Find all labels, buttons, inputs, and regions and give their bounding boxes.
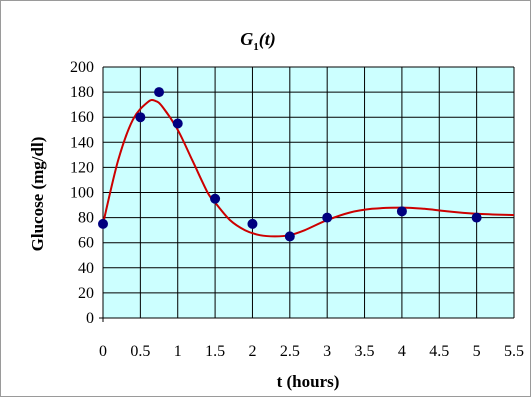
y-tick-label: 60 [78, 235, 94, 252]
x-tick-label: 2 [248, 343, 256, 360]
y-tick-label: 20 [78, 285, 94, 302]
data-point [247, 218, 258, 229]
data-point [322, 212, 333, 223]
data-point [284, 231, 295, 242]
y-tick-label: 40 [78, 260, 94, 277]
chart-title-main: G [240, 29, 253, 49]
y-axis-title: Glucose (mg/dl) [28, 137, 47, 252]
y-tick-label: 80 [78, 210, 94, 227]
x-axis-title: t (hours) [277, 372, 340, 391]
y-tick-label: 140 [70, 134, 94, 151]
data-point [396, 206, 407, 217]
x-tick-label: 2.5 [280, 343, 300, 360]
data-point [154, 87, 165, 98]
x-tick-label: 0 [99, 343, 107, 360]
data-point [210, 193, 221, 204]
x-tick-label: 4 [398, 343, 406, 360]
y-tick-label: 200 [70, 59, 94, 76]
data-points [98, 87, 482, 242]
x-tick-label: 1 [174, 343, 182, 360]
data-point [172, 118, 183, 129]
x-tick-label: 5.5 [504, 343, 524, 360]
data-point [135, 112, 146, 123]
y-tick-label: 180 [70, 84, 94, 101]
x-tick-label: 4.5 [429, 343, 449, 360]
chart-title: G1(t) [240, 29, 276, 53]
y-tick-label: 100 [70, 185, 94, 202]
x-tick-label: 0.5 [130, 343, 150, 360]
grid-lines [99, 66, 515, 322]
tick-labels: 0 20 40 60 80 100 120 140 160 180 200 0 0.5 1 1.5 2 2.5 3… [70, 59, 524, 360]
x-tick-label: 3.5 [355, 343, 375, 360]
x-tick-label: 3 [323, 343, 331, 360]
x-tick-label: 1.5 [205, 343, 225, 360]
chart-title-tail: (t) [259, 29, 276, 50]
chart-title-subscript: 1 [253, 41, 259, 53]
x-tick-label: 5 [473, 343, 481, 360]
data-point [471, 212, 482, 223]
y-tick-label: 0 [86, 310, 94, 327]
y-tick-label: 160 [70, 109, 94, 126]
data-point [98, 218, 108, 229]
y-tick-label: 120 [70, 159, 94, 176]
